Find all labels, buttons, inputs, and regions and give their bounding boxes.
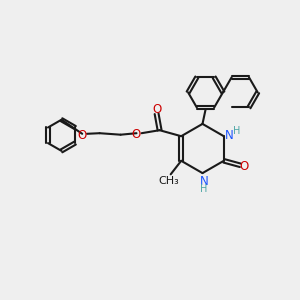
Text: O: O	[132, 128, 141, 141]
Text: H: H	[233, 126, 240, 136]
Text: N: N	[225, 129, 234, 142]
Text: O: O	[239, 160, 248, 173]
Text: CH₃: CH₃	[159, 176, 180, 186]
Text: H: H	[200, 184, 208, 194]
Text: O: O	[152, 103, 161, 116]
Text: O: O	[78, 129, 87, 142]
Text: N: N	[200, 175, 208, 188]
